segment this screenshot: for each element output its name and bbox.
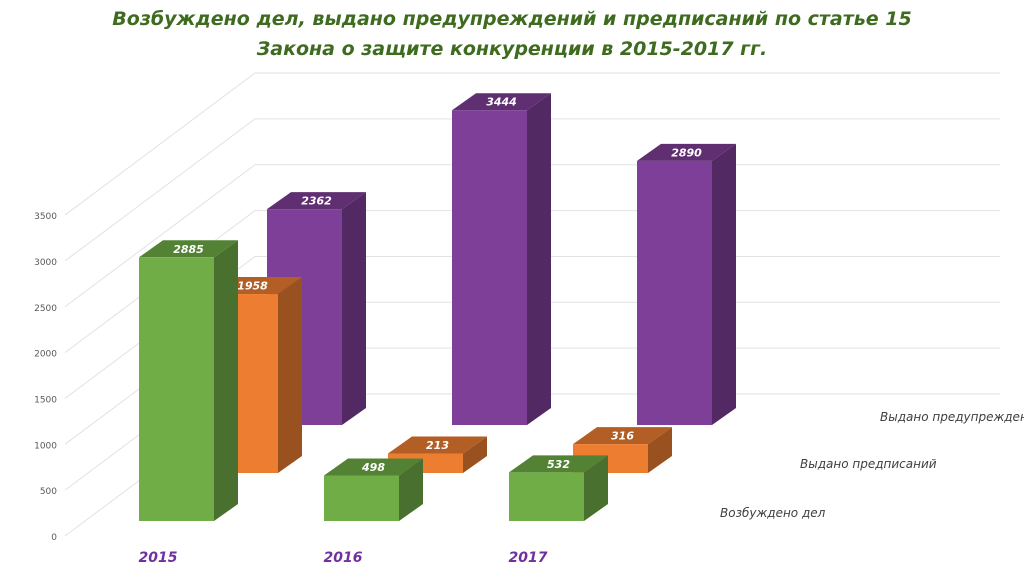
series-label: Возбуждено дел [720,506,826,520]
bar [509,472,584,521]
chart-title-line2: Закона о защите конкуренции в 2015-2017 … [256,38,768,60]
y-tick-label: 2500 [34,304,57,314]
data-label: 2362 [301,195,332,208]
x-tick-label: 2016 [324,550,363,566]
data-label: 213 [426,439,449,452]
bar-top [452,93,551,111]
bar-side [214,240,238,521]
series-label: Выдано предписаний [800,457,937,471]
y-tick-label: 2000 [34,350,57,360]
bar-side [399,458,423,521]
chart-title-line1: Возбуждено дел, выдано предупреждений и … [112,8,912,30]
data-label: 2890 [671,146,702,159]
bar-side [584,455,608,521]
data-label: 2885 [173,243,204,256]
bar-side [648,427,672,473]
gridline [64,255,1000,399]
bar-top [637,143,736,161]
y-tick-label: 3500 [34,212,57,222]
bar [452,110,527,426]
gridline [64,210,1000,354]
bar [139,257,214,521]
y-tick-label: 500 [40,487,57,497]
y-tick-label: 1000 [34,441,57,451]
gridline [64,164,1000,308]
data-label: 3444 [486,96,517,109]
bar-side [527,93,551,426]
bar-side [278,277,302,473]
bar [324,475,399,521]
gridline [64,72,1000,216]
bar-side [342,192,366,425]
bar-top [388,436,487,454]
bar-top [267,192,366,210]
bar-top [324,458,423,476]
bar-side [712,143,736,425]
data-label: 498 [361,461,385,474]
bar-side [463,436,487,473]
series-label: Выдано предупреждений [880,410,1024,424]
y-tick-label: 3000 [34,258,57,268]
data-label: 1958 [237,280,268,293]
x-tick-label: 2017 [509,550,548,566]
data-label: 316 [611,430,634,443]
y-tick-label: 1500 [34,395,57,405]
bar-top [573,427,672,445]
data-label: 532 [547,458,570,471]
gridline [64,118,1000,262]
bar-top [139,240,238,258]
y-tick-label: 0 [51,533,57,543]
x-tick-label: 2015 [139,550,178,566]
bar [637,160,712,425]
bar-top [509,455,608,473]
